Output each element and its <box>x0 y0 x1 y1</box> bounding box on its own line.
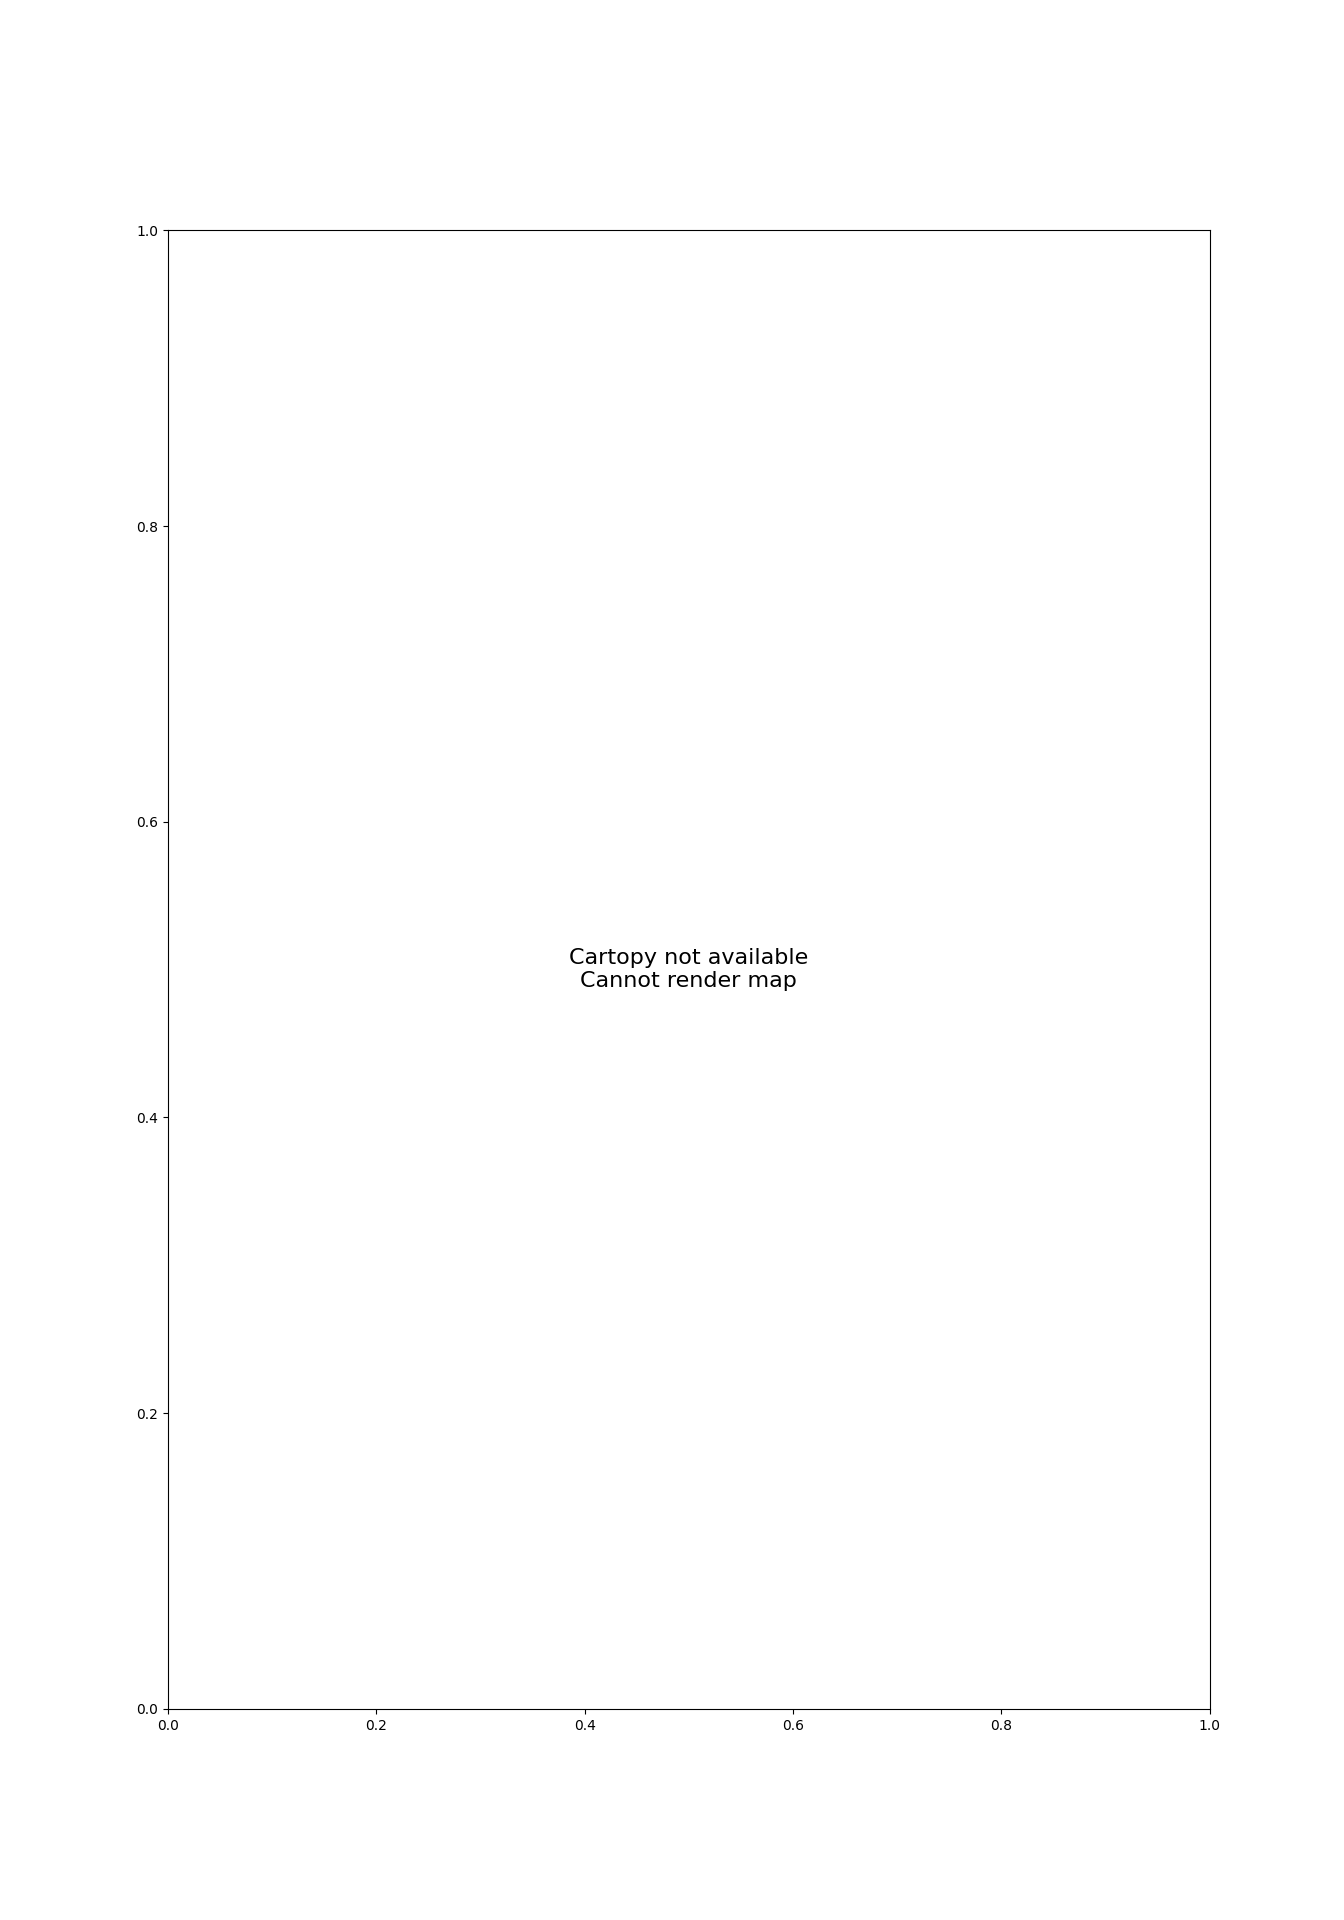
Text: Cartopy not available
Cannot render map: Cartopy not available Cannot render map <box>569 948 809 991</box>
